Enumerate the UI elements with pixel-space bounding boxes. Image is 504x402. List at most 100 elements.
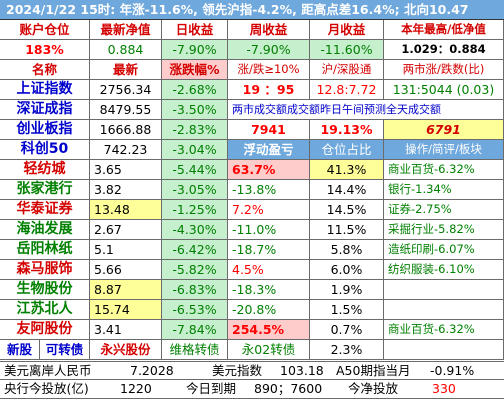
pboc-label: 央行今投放(亿) (4, 381, 89, 396)
a50-value: -0.91% (430, 363, 475, 378)
holding-change: -7.84% (162, 320, 228, 340)
holding-name: 轻纺城 (0, 160, 90, 180)
holding-change: -5.44% (162, 160, 228, 180)
holding-position: 0.7% (310, 320, 384, 340)
a50-label: A50期指当月 (336, 363, 411, 378)
header-week-return: 周收益 (228, 20, 310, 40)
net-injection-value: 330 (432, 381, 456, 396)
holding-price: 13.48 (90, 200, 162, 220)
summary-values-row: 183% 0.884 -7.90% -7.90% -11.60% 1.029：0… (0, 40, 504, 60)
index-row: 上证指数 2756.34 -2.68% 19 ：95 12.8:7.72 131… (0, 80, 504, 100)
index-change: -3.04% (162, 140, 228, 160)
holding-change: -1.25% (162, 200, 228, 220)
holding-price: 5.66 (90, 260, 162, 280)
holding-row: 张家港行 3.82 -3.05% -13.8% 14.4% 银行-1.34% (0, 180, 504, 200)
holding-row: 友阿股份 3.41 -7.84% 254.5% 0.7% 商业百货-6.32% (0, 320, 504, 340)
holding-pl: 4.5% (228, 260, 310, 280)
holding-name: 友阿股份 (0, 320, 90, 340)
holding-name: 生物股份 (0, 280, 90, 300)
day-return-value: -7.90% (162, 40, 228, 60)
holding-row: 华泰证券 13.48 -1.25% 7.2% 14.5% 证券-2.75% (0, 200, 504, 220)
holding-row: 海油发展 2.67 -4.30% -11.0% 11.5% 采掘行业-5.82% (0, 220, 504, 240)
pl-header: 浮动盈亏 (228, 140, 310, 160)
holding-name: 海油发展 (0, 220, 90, 240)
holding-price: 2.67 (90, 220, 162, 240)
index-name: 深证成指 (0, 100, 90, 120)
connect-flow: 12.8:7.72 (310, 80, 384, 100)
holding-position: 41.3% (310, 160, 384, 180)
turnover-value: 7941 (228, 120, 310, 140)
holding-pl: 254.5% (228, 320, 310, 340)
holding-sector: 商业百货-6.32% (384, 160, 504, 180)
holding-sector: 商业百货-6.32% (384, 320, 504, 340)
new-stock-label: 新股 (0, 340, 40, 360)
holding-sector: 造纸印刷-6.07% (384, 240, 504, 260)
connect-header: 沪/深股通 (310, 60, 384, 80)
convertible-name-1: 维格转债 (162, 340, 228, 360)
holding-price: 3.65 (90, 160, 162, 180)
position-share-header: 仓位占比 (310, 140, 384, 160)
dxy-value: 103.18 (280, 363, 324, 378)
year-range-value: 1.029：0.884 (384, 40, 504, 60)
holding-sector: 证券-2.75% (384, 200, 504, 220)
holding-name: 华泰证券 (0, 200, 90, 220)
holding-sector (384, 280, 504, 300)
holding-change: -6.42% (162, 240, 228, 260)
turnover-percent: 19.13% (310, 120, 384, 140)
header-day-return: 日收益 (162, 20, 228, 40)
limit-ratio: 19 ：95 (228, 80, 310, 100)
holding-pl: -13.8% (228, 180, 310, 200)
headline-bar: 2024/1/22 15时: 年涨-11.6%, 领先沪指-4.2%, 距高点差… (0, 0, 504, 19)
holding-name: 森马服饰 (0, 260, 90, 280)
convertible-label: 可转债 (40, 340, 90, 360)
holding-sector: 纺织服装-6.10% (384, 260, 504, 280)
index-price: 2756.34 (90, 80, 162, 100)
summary-header-row: 账户仓位 最新净值 日收益 周收益 月收益 本年最高/低净值 (0, 20, 504, 40)
breadth-header: 两市涨/跌数(比) (384, 60, 504, 80)
index-price: 742.23 (90, 140, 162, 160)
holding-pl: -20.8% (228, 300, 310, 320)
dxy-label: 美元指数 (212, 363, 263, 378)
holding-name: 江苏北人 (0, 300, 90, 320)
holding-sector: 银行-1.34% (384, 180, 504, 200)
holding-change: -3.05% (162, 180, 228, 200)
fx-footer: 美元离岸人民币 7.2028 美元指数 103.18 A50期指当月 -0.91… (0, 361, 504, 380)
holding-position: 6.0% (310, 260, 384, 280)
holding-row: 岳阳林纸 5.1 -6.42% -18.7% 5.8% 造纸印刷-6.07% (0, 240, 504, 260)
holding-change: -5.82% (162, 260, 228, 280)
holding-row: 轻纺城 3.65 -5.44% 63.7% 41.3% 商业百货-6.32% (0, 160, 504, 180)
holding-price: 3.41 (90, 320, 162, 340)
holding-sector: 采掘行业-5.82% (384, 220, 504, 240)
week-return-value: -7.90% (228, 40, 310, 60)
col-price-header: 最新 (90, 60, 162, 80)
holding-price: 8.87 (90, 280, 162, 300)
index-name: 创业板指 (0, 120, 90, 140)
holding-position: 1.9% (310, 280, 384, 300)
operation-header: 操作/简评/板块 (384, 140, 504, 160)
new-issue-row: 新股 可转债 永兴股份 维格转债 永02转债 2.3% (0, 340, 504, 360)
index-name: 上证指数 (0, 80, 90, 100)
index-price: 1666.88 (90, 120, 162, 140)
turnover-forecast: 6791 (384, 120, 504, 140)
pboc-value: 1220 (120, 381, 152, 396)
holding-position: 1.5% (310, 300, 384, 320)
holding-price: 3.82 (90, 180, 162, 200)
pboc-footer: 央行今投放(亿) 1220 今日到期 890；7600 今净投放 330 (0, 380, 504, 399)
holding-row: 森马服饰 5.66 -5.82% 4.5% 6.0% 纺织服装-6.10% (0, 260, 504, 280)
turnover-note: 两市成交额成交额昨日午间预测全天成交额 (228, 100, 504, 120)
holding-pl: 63.7% (228, 160, 310, 180)
maturity-label: 今日到期 (186, 381, 237, 396)
holding-position: 14.5% (310, 200, 384, 220)
holding-name: 张家港行 (0, 180, 90, 200)
holding-price: 15.74 (90, 300, 162, 320)
holding-sector (384, 300, 504, 320)
holding-pl: 7.2% (228, 200, 310, 220)
index-row: 创业板指 1666.88 -2.83% 7941 19.13% 6791 (0, 120, 504, 140)
headline-text: 2024/1/22 15时: 年涨-11.6%, 领先沪指-4.2%, 距高点差… (6, 2, 469, 17)
new-stock-name: 永兴股份 (90, 340, 162, 360)
col-name-header: 名称 (0, 60, 90, 80)
holding-change: -4.30% (162, 220, 228, 240)
nav-value: 0.884 (90, 40, 162, 60)
header-nav: 最新净值 (90, 20, 162, 40)
header-month-return: 月收益 (310, 20, 384, 40)
